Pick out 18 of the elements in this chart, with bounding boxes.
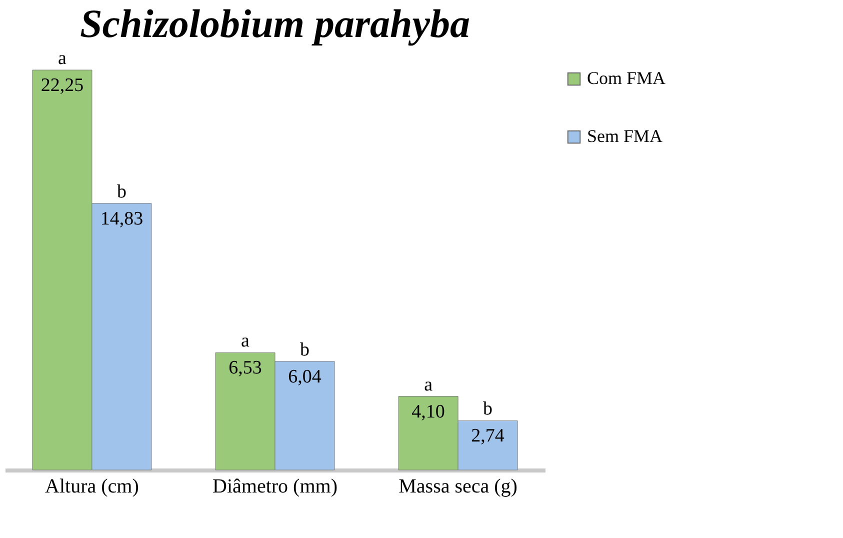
annotation: a <box>58 48 67 69</box>
x-tick-label: Altura (cm) <box>45 476 139 498</box>
data-label: 6,04 <box>288 366 322 388</box>
data-label: 6,53 <box>228 358 262 379</box>
annotation: b <box>116 181 126 202</box>
x-tick-label: Diâmetro (mm) <box>212 476 338 498</box>
annotation: a <box>424 374 434 396</box>
x-tick-label: Massa seca (g) <box>398 476 518 498</box>
data-label: 22,25 <box>40 75 84 96</box>
chart-title: Schizolobium parahyba <box>80 1 470 46</box>
legend-label: Com FMA <box>587 68 666 88</box>
annotation: a <box>241 330 250 352</box>
data-label: 2,74 <box>471 426 505 447</box>
data-label: 4,10 <box>412 401 445 422</box>
data-label: 14,83 <box>100 208 144 230</box>
legend-label: Sem FMA <box>587 126 663 146</box>
annotation: b <box>483 398 493 420</box>
annotation: b <box>300 339 310 360</box>
